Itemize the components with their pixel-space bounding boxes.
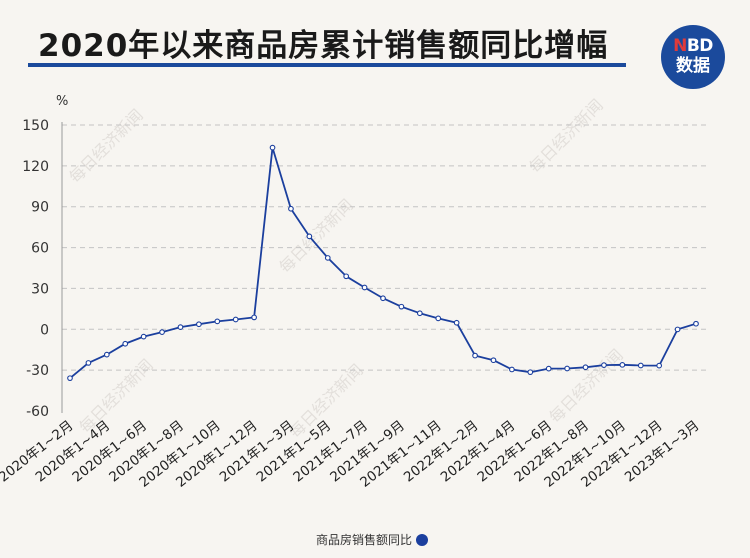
- data-point: [67, 375, 73, 382]
- data-point: [343, 273, 350, 280]
- y-tick-label: 60: [31, 241, 49, 257]
- watermark-text: 每日经济新闻: [545, 345, 626, 426]
- data-point: [619, 361, 626, 368]
- data-point: [288, 205, 294, 212]
- nbd-logo: NBD 数据: [661, 25, 725, 89]
- data-point: [545, 365, 552, 372]
- y-tick-label: 150: [22, 118, 49, 134]
- series-line: [69, 146, 697, 379]
- data-point: [490, 357, 497, 364]
- y-tick-label: 0: [40, 322, 49, 338]
- data-point: [122, 340, 129, 347]
- data-point: [103, 351, 110, 358]
- data-point: [527, 369, 534, 376]
- data-point: [85, 360, 92, 366]
- legend: 商品房销售额同比: [316, 531, 429, 548]
- data-point: [361, 284, 368, 291]
- data-point: [232, 316, 239, 323]
- data-point: [416, 310, 423, 317]
- data-point: [435, 315, 442, 322]
- legend-label: 商品房销售额同比: [316, 533, 413, 547]
- data-point: [509, 366, 515, 373]
- data-point: [324, 255, 331, 261]
- data-point: [693, 320, 699, 327]
- data-point: [196, 321, 202, 328]
- y-tick-label: -60: [26, 404, 49, 420]
- data-point: [269, 144, 276, 151]
- data-point: [159, 329, 165, 335]
- data-point: [564, 365, 570, 372]
- data-point: [453, 319, 460, 326]
- y-tick-label: 90: [31, 200, 49, 216]
- watermark-text: 每日经济新闻: [525, 95, 606, 176]
- data-point: [306, 233, 313, 240]
- data-point: [380, 295, 386, 302]
- legend-swatch: [416, 533, 429, 546]
- data-point: [674, 326, 681, 333]
- data-point: [398, 303, 405, 310]
- data-point: [251, 314, 257, 321]
- y-tick-label: 120: [22, 159, 49, 175]
- logo-line1: NBD: [673, 36, 713, 56]
- y-tick-label: -30: [26, 363, 49, 379]
- data-point: [472, 352, 478, 359]
- data-point: [582, 364, 589, 371]
- data-point: [637, 362, 644, 369]
- page-title: 2020年以来商品房累计销售额同比增幅: [38, 28, 609, 64]
- y-axis-unit: %: [56, 94, 69, 109]
- data-point: [656, 362, 663, 369]
- data-point: [177, 324, 184, 330]
- data-point: [140, 333, 147, 340]
- data-point: [601, 362, 607, 368]
- watermark-text: 每日经济新闻: [65, 105, 146, 186]
- watermark-text: 每日经济新闻: [275, 195, 356, 276]
- title-underline: [28, 63, 626, 67]
- y-tick-label: 30: [31, 281, 49, 297]
- logo-line2: 数据: [676, 56, 710, 76]
- data-point: [214, 318, 221, 325]
